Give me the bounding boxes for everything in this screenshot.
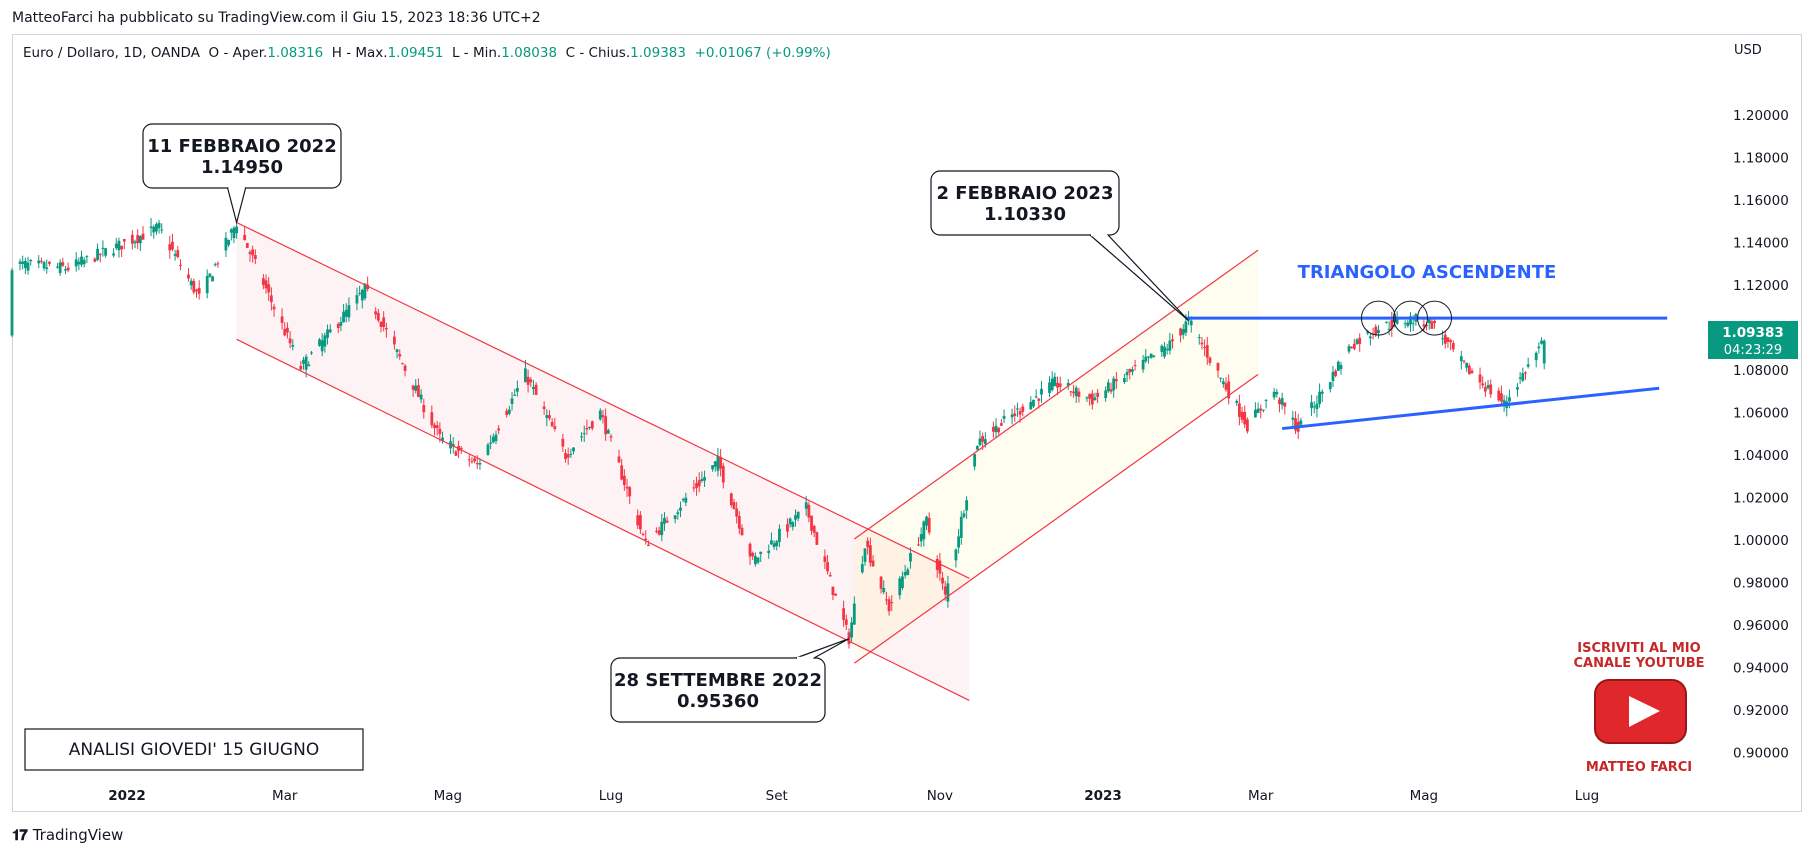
high-value: 1.09451	[387, 45, 444, 61]
close-value: 1.09383	[630, 45, 686, 61]
footer-brand[interactable]: 𝟏𝟕 TradingView	[12, 826, 123, 844]
currency-label[interactable]: USD	[1734, 43, 1762, 58]
close-label: C - Chius.	[565, 45, 631, 61]
footer-brand-text: TradingView	[32, 826, 124, 844]
tradingview-logo-icon: 𝟏𝟕	[12, 826, 28, 844]
symbol-label[interactable]: Euro / Dollaro, 1D, OANDA	[23, 45, 200, 61]
change-value: +0.01067 (+0.99%)	[694, 45, 831, 61]
high-label: H - Max.	[331, 45, 388, 61]
ohlc-legend: Euro / Dollaro, 1D, OANDA O - Aper.1.083…	[23, 45, 831, 61]
chart-frame[interactable]	[12, 34, 1802, 812]
open-value: 1.08316	[267, 45, 324, 61]
low-value: 1.08038	[501, 45, 558, 61]
open-label: O - Aper.	[208, 45, 268, 61]
publish-info: MatteoFarci ha pubblicato su TradingView…	[12, 10, 541, 26]
low-label: L - Min.	[451, 45, 502, 61]
